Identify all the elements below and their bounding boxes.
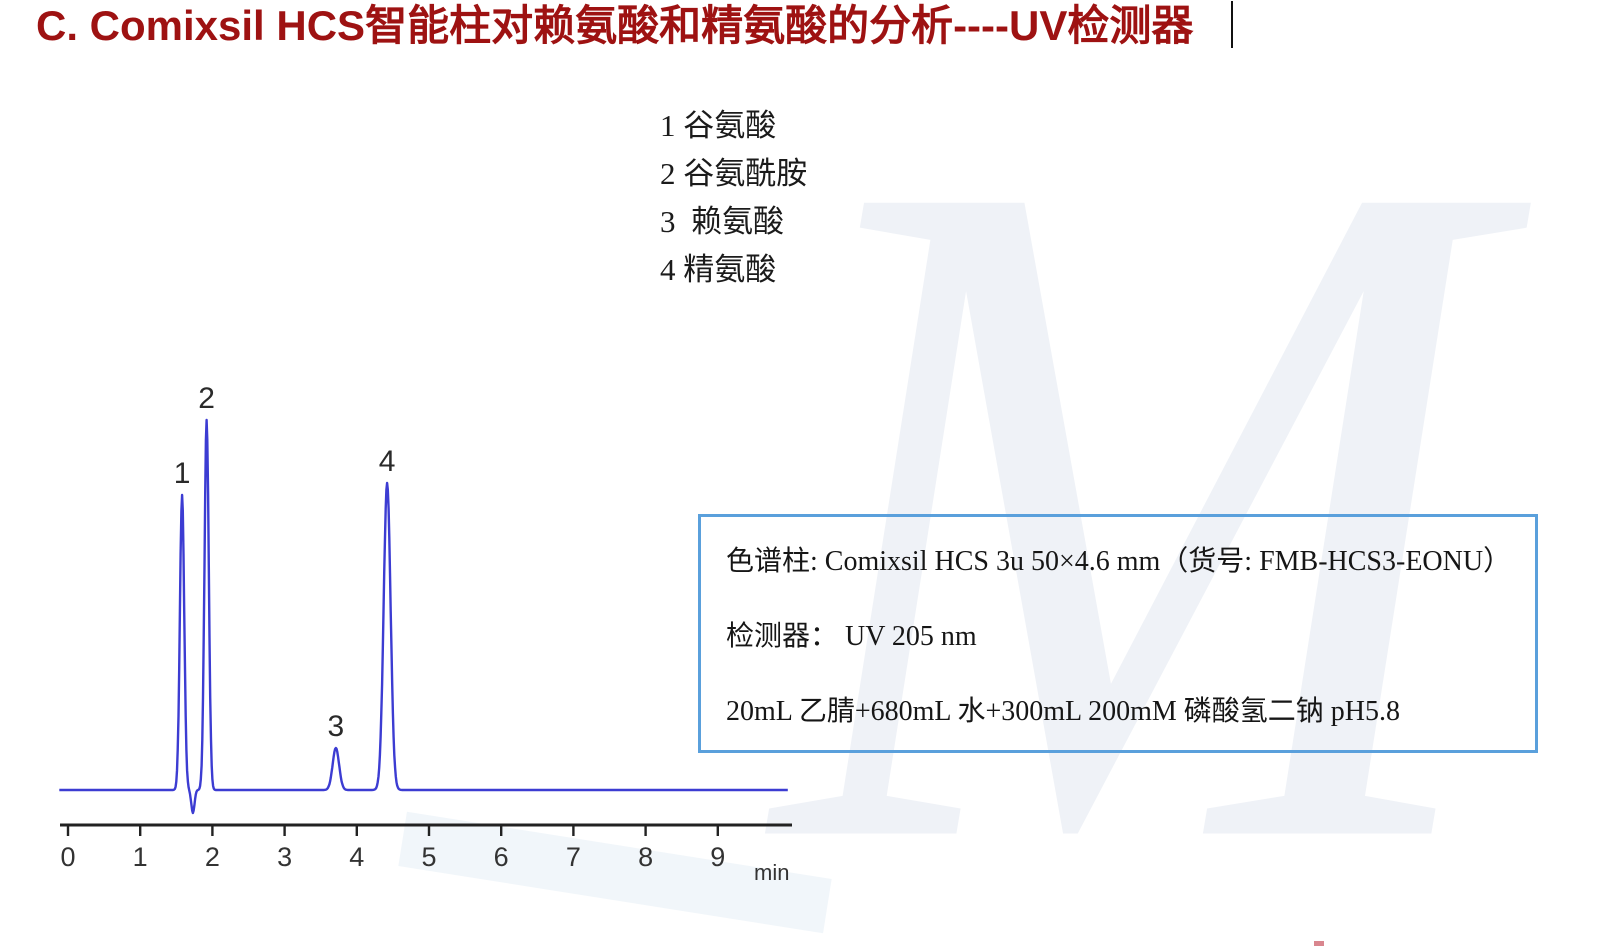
trace-path — [58, 418, 789, 815]
peak-label-4: 4 — [379, 445, 396, 478]
x-tick-label-2: 2 — [205, 842, 220, 872]
x-axis-unit-label: min — [754, 860, 789, 885]
slide-title[interactable]: C. Comixsil HCS智能柱对赖氨酸和精氨酸的分析----UV检测器 — [36, 2, 1194, 49]
peak-label-2: 2 — [198, 382, 215, 415]
x-tick-label-6: 6 — [494, 842, 509, 872]
info-line-detector: 检测器： UV 205 nm — [726, 621, 977, 652]
peak-legend: 1 谷氨酸 2 谷氨酰胺 3 赖氨酸 4 精氨酸 — [660, 102, 807, 294]
x-tick-label-5: 5 — [421, 842, 436, 872]
legend-item-2: 2 谷氨酰胺 — [660, 156, 808, 191]
chromatogram: 0 1 2 3 4 5 6 7 8 9 min 1 2 3 4 — [58, 382, 792, 885]
peak-label-1: 1 — [174, 457, 191, 490]
legend-item-1: 1 谷氨酸 — [660, 108, 777, 143]
x-tick-label-8: 8 — [638, 842, 653, 872]
text-cursor — [1231, 1, 1233, 48]
x-tick-label-0: 0 — [60, 842, 75, 872]
watermark-letter: M — [775, 0, 1492, 946]
legend-item-4: 4 精氨酸 — [660, 252, 777, 287]
info-line-mobile-phase: 20mL 乙腈+680mL 水+300mL 200mM 磷酸氢二钠 pH5.8 — [726, 696, 1401, 727]
method-info-box: 色谱柱: Comixsil HCS 3u 50×4.6 mm（货号: FMB-H… — [698, 514, 1538, 753]
x-tick-label-3: 3 — [277, 842, 292, 872]
info-line-column: 色谱柱: Comixsil HCS 3u 50×4.6 mm（货号: FMB-H… — [726, 546, 1512, 577]
x-tick-label-1: 1 — [133, 842, 148, 872]
x-tick-label-9: 9 — [710, 842, 725, 872]
bottom-page-marker — [1314, 941, 1324, 946]
legend-item-3: 3 赖氨酸 — [660, 204, 784, 239]
x-tick-label-7: 7 — [566, 842, 581, 872]
peak-label-3: 3 — [328, 710, 345, 743]
x-tick-label-4: 4 — [349, 842, 364, 872]
